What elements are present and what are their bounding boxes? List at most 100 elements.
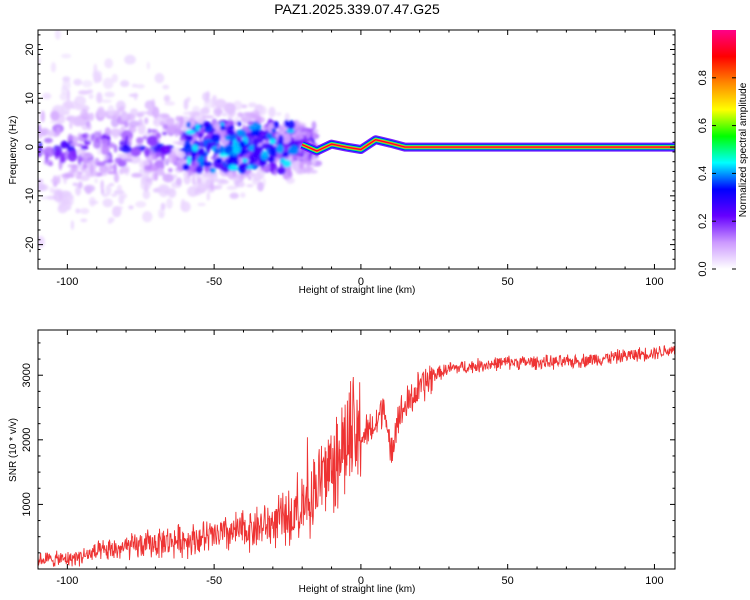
spectral-blob <box>128 120 140 128</box>
snr-series-line <box>38 345 675 567</box>
spectral-blob <box>46 130 55 137</box>
spectral-blob <box>107 171 118 175</box>
spectrogram-xlabel: Height of straight line (km) <box>299 285 416 296</box>
spectral-blob <box>81 112 90 120</box>
spectral-blob <box>102 154 110 161</box>
snr-ylabel: SNR (10 * v/v) <box>8 418 19 482</box>
spectral-blob <box>300 132 307 136</box>
spectral-blob <box>307 128 312 133</box>
x-tick-label: 0 <box>358 575 364 587</box>
spectral-blob <box>151 171 157 181</box>
spectral-blob <box>38 183 49 192</box>
spectral-blob <box>69 120 73 130</box>
chart-title: PAZ1.2025.339.07.47.G25 <box>274 1 440 17</box>
spectral-blob <box>67 133 74 145</box>
spectral-blob <box>195 165 204 174</box>
spectral-blob <box>137 122 146 135</box>
spectral-blob <box>128 205 134 210</box>
spectral-blob <box>121 145 132 154</box>
spectral-blob <box>101 188 105 195</box>
spectral-blob <box>80 218 88 223</box>
snr-ticks: -100 -50 0 50 100 1000 2000 3000 <box>21 330 675 587</box>
spectral-blob <box>131 172 143 178</box>
spectral-blob <box>184 139 191 149</box>
spectral-blob <box>164 101 176 106</box>
spectral-blob <box>221 112 228 117</box>
spectral-blob <box>229 192 239 199</box>
spectral-blob <box>224 135 230 141</box>
spectral-blob <box>111 73 119 83</box>
colorbar-ticks: 0.0 0.2 0.4 0.6 0.8 <box>697 70 736 277</box>
spectral-blob <box>207 177 216 183</box>
spectral-blob <box>228 129 235 136</box>
spectral-blob <box>250 130 260 137</box>
spectral-blob <box>192 111 201 117</box>
spectral-blob <box>50 110 60 121</box>
spectral-blob <box>73 78 83 86</box>
colorbar-label: Normalized spectral amplitude <box>738 82 749 217</box>
spectral-blob <box>116 184 123 196</box>
spectral-blob <box>75 208 81 214</box>
y-tick-label: 0 <box>24 144 36 150</box>
spectral-blob <box>286 128 295 134</box>
spectral-blob <box>230 156 239 161</box>
spectral-blob <box>88 112 95 121</box>
colorbar: 0.0 0.2 0.4 0.6 0.8 Normalized spectral ampl… <box>697 30 749 277</box>
spectral-blob <box>240 112 253 124</box>
spectral-blob <box>100 143 110 155</box>
spectral-blob <box>118 194 125 205</box>
spectral-blob <box>281 132 292 144</box>
spectral-blob <box>276 144 284 154</box>
spectral-blob <box>211 141 217 147</box>
y-tick-label: 1000 <box>21 492 33 516</box>
spectral-blob <box>154 73 165 84</box>
spectral-blob <box>172 174 178 179</box>
spectral-blob <box>43 159 53 166</box>
spectral-blob <box>175 177 182 186</box>
spectral-blob <box>308 169 318 174</box>
spectral-blob <box>70 142 79 147</box>
spectral-blob <box>112 130 119 139</box>
spectral-blob <box>287 166 292 177</box>
ridge-band <box>301 139 675 152</box>
spectral-blob <box>59 92 69 101</box>
y-tick-label: 20 <box>24 43 36 55</box>
spectral-blob <box>167 168 173 173</box>
spectral-blob <box>146 135 158 146</box>
spectral-blob <box>43 137 53 144</box>
spectral-blob <box>227 171 238 180</box>
spectral-blob <box>129 155 141 164</box>
colorbar-tick-label: 0.4 <box>697 166 709 181</box>
spectral-blob <box>174 128 179 138</box>
spectral-blob <box>43 148 47 156</box>
spectral-blob <box>230 177 241 181</box>
spectral-blob <box>64 100 74 109</box>
spectral-blob <box>124 120 129 128</box>
spectral-blob <box>143 146 151 158</box>
spectral-blob <box>81 80 93 88</box>
spectral-blob <box>299 161 304 170</box>
spectral-blob <box>237 112 244 118</box>
spectral-blob <box>53 181 58 186</box>
y-tick-label: 10 <box>24 92 36 104</box>
spectral-blob <box>209 168 214 173</box>
spectral-blob <box>108 183 115 187</box>
spectral-blob <box>192 114 196 126</box>
spectral-blob <box>311 121 317 131</box>
spectral-blob <box>82 155 89 166</box>
spectral-blob <box>214 147 220 155</box>
spectral-blob <box>165 198 173 210</box>
spectral-blob <box>226 185 238 191</box>
spectral-blob <box>180 201 191 213</box>
spectral-blob <box>165 174 170 181</box>
spectral-blob <box>152 106 160 119</box>
spectral-blob <box>83 132 89 139</box>
spectral-blob <box>108 217 115 223</box>
spectral-blob <box>167 188 177 199</box>
spectral-blob <box>120 80 130 88</box>
spectral-blob <box>182 165 190 171</box>
spectral-blob <box>107 105 115 117</box>
spectral-blob <box>120 110 128 121</box>
spectral-blob <box>182 171 189 177</box>
